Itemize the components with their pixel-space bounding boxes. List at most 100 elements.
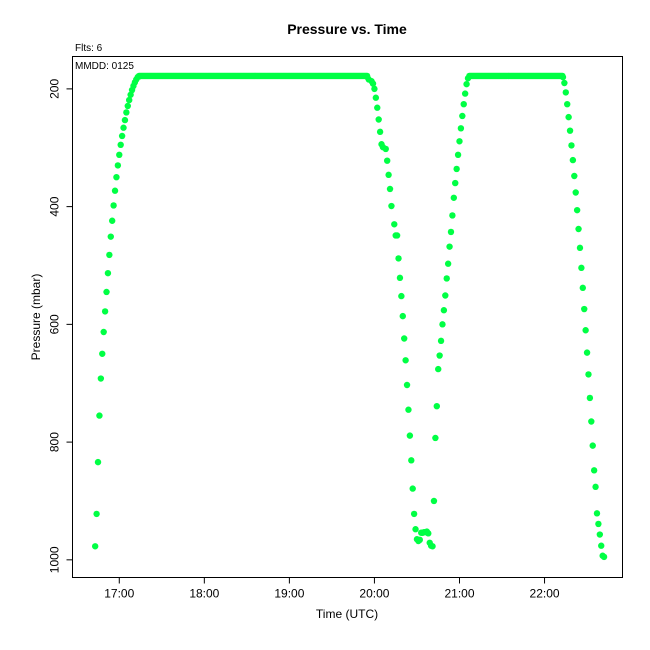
- data-point: [582, 327, 589, 334]
- data-point: [97, 375, 105, 382]
- y-axis: 200 400 600 800 1000: [48, 79, 73, 573]
- data-point: [385, 171, 392, 179]
- data-point: [408, 457, 415, 464]
- y-tick-label: 1000: [48, 546, 62, 573]
- data-point: [94, 458, 102, 466]
- data-point: [466, 73, 473, 80]
- data-point: [572, 189, 579, 196]
- data-point: [398, 292, 405, 300]
- data-point: [579, 284, 587, 292]
- data-point: [463, 80, 470, 88]
- data-point: [124, 102, 131, 110]
- x-tick-label: 21:00: [444, 587, 474, 601]
- x-tick-label: 18:00: [189, 587, 219, 601]
- data-point: [437, 337, 445, 345]
- data-point: [446, 243, 453, 250]
- plot-frame: [72, 56, 623, 578]
- data-point: [91, 543, 99, 550]
- y-tick-label: 800: [48, 432, 62, 452]
- data-point: [561, 79, 568, 87]
- data-point: [457, 125, 465, 132]
- y-tick-label: 400: [48, 196, 62, 216]
- data-point: [121, 116, 129, 124]
- data-point: [595, 520, 602, 528]
- data-point: [454, 151, 462, 159]
- data-point: [588, 418, 595, 425]
- data-point: [96, 412, 103, 419]
- data-point: [116, 151, 123, 159]
- data-point: [135, 73, 143, 80]
- data-point: [583, 349, 591, 356]
- data-point: [568, 142, 575, 149]
- data-point: [106, 251, 113, 259]
- data-point: [435, 365, 442, 373]
- x-tick-label: 20:00: [359, 587, 389, 601]
- data-point: [403, 381, 411, 389]
- data-point: [120, 124, 127, 131]
- data-point: [126, 96, 133, 104]
- data-point: [376, 128, 384, 136]
- data-point: [566, 127, 574, 134]
- data-point: [401, 335, 408, 342]
- data-point: [406, 432, 414, 439]
- data-point: [461, 90, 469, 97]
- data-point: [439, 321, 446, 328]
- data-point: [399, 312, 406, 320]
- data-point: [393, 232, 401, 239]
- data-point: [586, 394, 594, 402]
- data-point: [444, 260, 452, 267]
- data-point: [425, 530, 432, 537]
- data-point: [110, 202, 117, 209]
- data-point: [388, 202, 395, 210]
- data-point: [578, 264, 585, 272]
- data-point: [375, 116, 382, 123]
- data-point: [452, 179, 459, 187]
- data-point: [456, 138, 463, 145]
- data-point: [402, 357, 409, 364]
- data-point: [429, 543, 436, 550]
- y-tick-label: 600: [48, 314, 62, 334]
- data-point: [391, 221, 398, 228]
- data-point: [103, 288, 110, 296]
- data-point: [565, 113, 572, 121]
- data-point: [443, 275, 450, 282]
- data-point: [440, 307, 448, 314]
- data-point: [410, 510, 418, 518]
- data-point: [107, 233, 114, 240]
- data-point: [596, 531, 604, 538]
- data-point: [369, 80, 377, 87]
- data-point: [372, 94, 380, 101]
- data-point: [395, 255, 402, 262]
- data-point: [581, 305, 588, 313]
- y-tick-label: 200: [48, 79, 62, 99]
- data-point: [564, 100, 571, 108]
- data-point: [600, 553, 608, 561]
- date-label: MMDD: 0125: [75, 61, 134, 72]
- data-point: [396, 274, 404, 282]
- data-point: [436, 352, 443, 359]
- data-point: [113, 173, 120, 181]
- data-point: [447, 228, 455, 236]
- data-point: [559, 73, 567, 81]
- x-axis: 17:00 18:00 19:00 20:00 21:00 22:00: [104, 577, 560, 601]
- data-point: [569, 156, 577, 164]
- data-point: [432, 434, 439, 442]
- data-point: [433, 402, 441, 410]
- data-point: [592, 483, 599, 491]
- flights-label: Flts: 6: [75, 43, 103, 54]
- data-point: [562, 89, 569, 96]
- data-point: [459, 112, 466, 120]
- chart-title: Pressure vs. Time: [287, 21, 407, 37]
- y-axis-label: Pressure (mbar): [29, 274, 43, 361]
- data-point: [450, 194, 458, 201]
- x-axis-label: Time (UTC): [316, 607, 378, 621]
- data-point: [117, 141, 124, 149]
- data-point: [104, 269, 112, 277]
- data-point: [93, 510, 100, 518]
- data-point: [453, 165, 460, 173]
- data-point: [442, 292, 449, 299]
- data-point: [573, 206, 581, 214]
- data-point: [571, 172, 578, 180]
- data-point: [111, 187, 119, 194]
- x-tick-label: 19:00: [274, 587, 304, 601]
